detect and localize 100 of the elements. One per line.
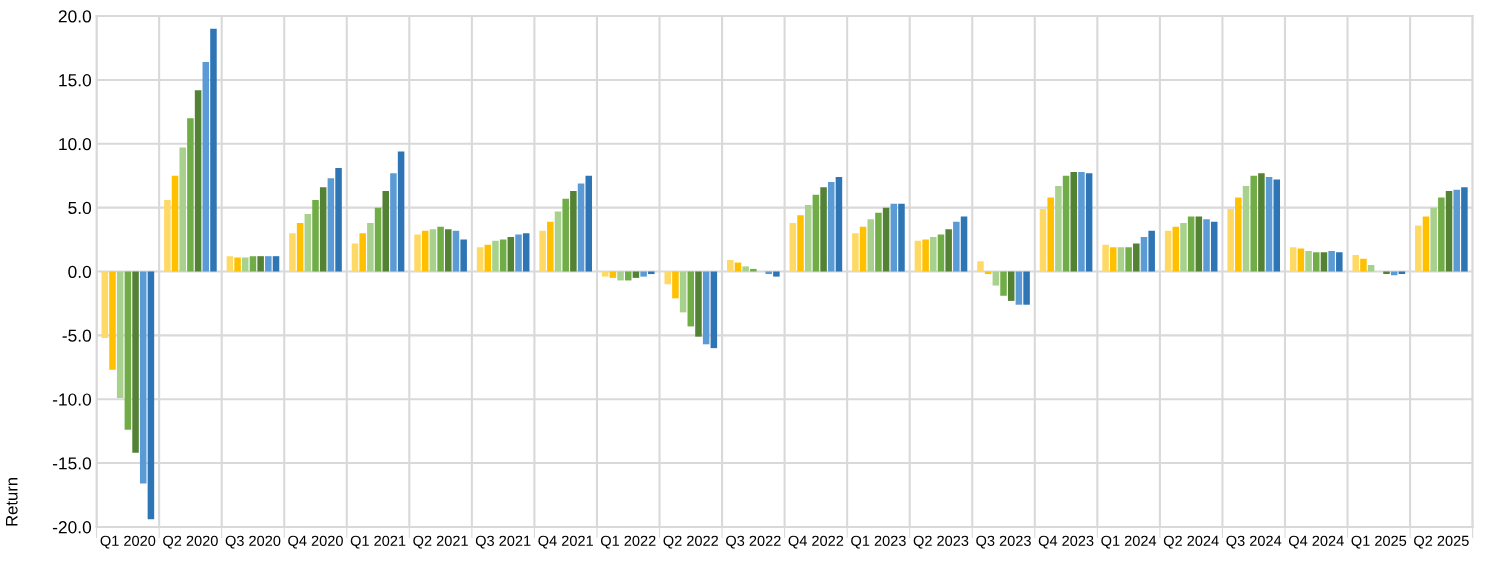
bar	[1180, 222, 1187, 272]
y-tick-label: -15.0	[52, 457, 92, 470]
bar	[1422, 216, 1430, 272]
y-tick-label: -20.0	[52, 521, 92, 534]
bar	[1289, 247, 1297, 272]
bar	[977, 261, 984, 272]
bar	[1235, 197, 1242, 272]
y-tick-label: 10.0	[59, 137, 92, 151]
bar	[1164, 230, 1172, 272]
bar	[750, 268, 757, 272]
bar	[437, 226, 444, 272]
bar	[1242, 185, 1250, 272]
bar	[617, 271, 624, 281]
bar	[147, 271, 155, 520]
y-tick-label: 15.0	[59, 74, 92, 87]
x-tick-label: Q4 2024	[1288, 535, 1344, 549]
bar	[390, 173, 397, 272]
bar	[132, 271, 139, 453]
bar	[210, 28, 217, 272]
bar	[460, 239, 467, 272]
x-tick-label: Q4 2021	[538, 535, 593, 549]
bar	[1047, 197, 1054, 272]
bar	[624, 271, 632, 281]
bar	[1125, 247, 1132, 272]
x-tick-label: Q2 2022	[663, 535, 719, 549]
x-tick-label: Q3 2020	[225, 535, 281, 549]
bar	[429, 229, 437, 272]
bar	[547, 221, 554, 272]
bar	[1415, 225, 1422, 272]
bar	[804, 205, 812, 272]
x-tick-label: Q3 2021	[475, 535, 531, 549]
bar	[272, 256, 280, 272]
x-tick-label: Q2 2023	[913, 535, 969, 549]
bar	[1102, 244, 1109, 272]
bar	[914, 240, 922, 272]
bar	[492, 240, 499, 272]
bar	[289, 233, 296, 272]
bar	[1430, 207, 1437, 272]
y-tick-label: -10.0	[52, 393, 92, 406]
x-tick-label: Q1 2025	[1351, 535, 1407, 549]
bar	[702, 271, 710, 345]
bar	[1007, 271, 1015, 301]
bar	[124, 271, 132, 430]
bar	[179, 147, 186, 272]
bar	[116, 271, 124, 398]
x-tick-label: Q1 2023	[851, 535, 906, 549]
bar	[1140, 237, 1148, 272]
bar	[734, 262, 742, 272]
bar	[101, 271, 109, 338]
bar	[953, 221, 960, 272]
y-axis-title: Return	[5, 477, 18, 526]
bar	[797, 215, 804, 272]
bar	[664, 271, 671, 285]
bar	[476, 247, 484, 272]
bar	[226, 256, 234, 272]
bar	[1265, 176, 1273, 272]
bar	[1336, 252, 1343, 272]
bar	[1273, 179, 1281, 272]
bar	[414, 234, 421, 272]
bar	[194, 90, 202, 272]
x-tick-label: Q1 2024	[1101, 535, 1157, 549]
bar	[1203, 219, 1210, 272]
bar	[640, 271, 647, 277]
bar	[687, 271, 695, 327]
y-tick-label: -5.0	[62, 329, 92, 342]
bar	[202, 62, 210, 272]
bar	[1000, 271, 1007, 296]
bar	[1062, 175, 1070, 272]
x-tick-label: Q2 2025	[1414, 535, 1469, 549]
bar	[319, 187, 327, 272]
bar	[164, 199, 171, 272]
bar	[452, 230, 460, 272]
bar	[1085, 173, 1093, 272]
bar	[812, 194, 820, 272]
bar	[1055, 185, 1062, 272]
bar	[1015, 271, 1023, 305]
bar	[1312, 252, 1320, 272]
y-tick-label: 0.0	[68, 265, 92, 278]
bar	[327, 178, 335, 272]
bar	[695, 271, 702, 337]
bar	[922, 239, 929, 272]
bar	[351, 243, 359, 272]
bar	[359, 233, 366, 272]
bar	[397, 151, 405, 272]
bar	[1258, 173, 1265, 272]
x-tick-label: Q3 2024	[1226, 535, 1282, 549]
bar	[1328, 251, 1335, 272]
bar	[499, 239, 507, 272]
bar	[1133, 243, 1140, 272]
bar	[930, 237, 937, 272]
bar	[577, 183, 585, 272]
bar	[835, 176, 843, 272]
bar	[1023, 271, 1030, 305]
bar	[171, 175, 179, 272]
bar	[312, 199, 319, 272]
bar	[852, 233, 859, 272]
bar	[1195, 216, 1203, 272]
x-tick-label: Q3 2022	[726, 535, 781, 549]
bar	[445, 229, 452, 272]
x-tick-label: Q3 2023	[976, 535, 1031, 549]
